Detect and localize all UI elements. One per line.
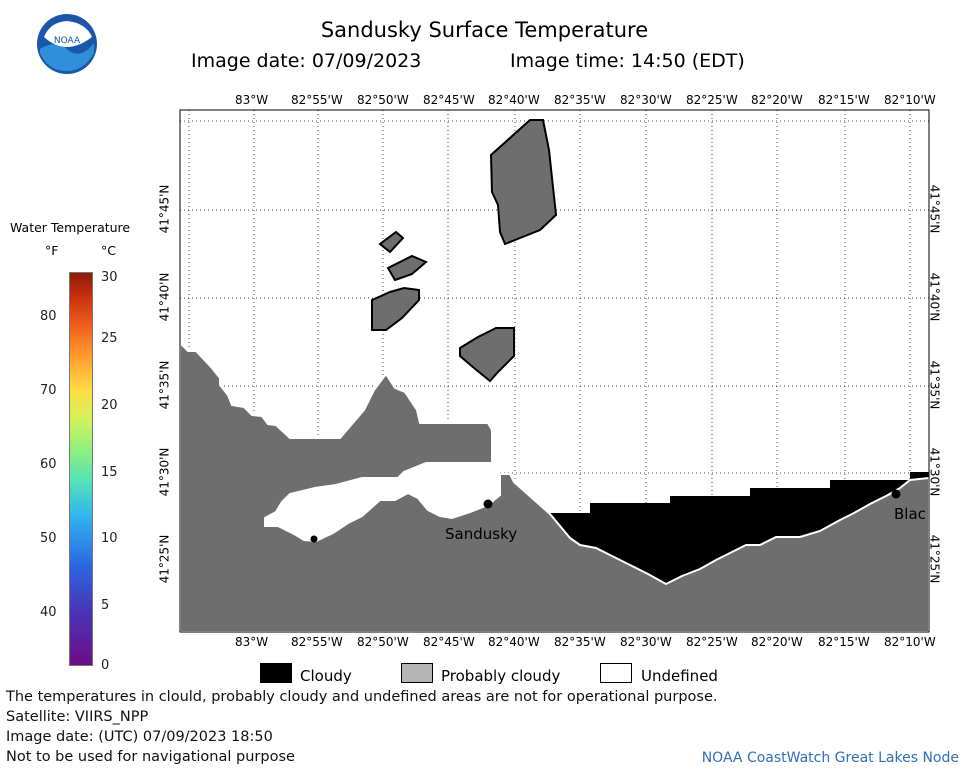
map-frame [179,109,930,633]
unit-fahrenheit: °F [45,243,59,258]
footer-satellite: Satellite: VIIRS_NPP [6,709,149,725]
noaa-logo: NOAA [36,13,98,75]
f-tick: 60 [40,457,57,472]
lon-label-bottom: 82°40'W [488,635,540,649]
lat-label-left: 41°40'N [157,272,172,322]
unit-celsius: °C [101,243,116,258]
c-tick: 15 [101,465,118,480]
island-small-3 [371,286,420,331]
lon-label-top: 82°20'W [751,93,803,107]
lat-label-right: 41°35'N [927,360,942,410]
city-point [310,535,318,543]
f-tick: 40 [40,605,57,620]
credit-link[interactable]: NOAA CoastWatch Great Lakes Node [701,750,959,766]
legend-probably-cloudy-label: Probably cloudy [441,667,561,685]
lon-label-top: 82°30'W [620,93,672,107]
lat-label-right: 41°30'N [927,447,942,497]
legend-cloudy-swatch [260,663,292,683]
lon-label-bottom: 82°55'W [291,635,343,649]
lon-label-top: 82°25'W [686,93,738,107]
f-tick: 70 [40,383,57,398]
c-tick: 5 [101,598,110,613]
lon-label-bottom: 82°30'W [620,635,672,649]
lon-label-top: 82°50'W [357,93,409,107]
lon-label-bottom: 82°50'W [357,635,409,649]
lon-label-top: 82°10'W [884,93,936,107]
place-label-blac: Blac [894,505,926,523]
legend-probably-cloudy-swatch [401,663,433,683]
lon-label-top: 82°35'W [554,93,606,107]
temperature-colorbar [69,272,93,666]
legend-cloudy-label: Cloudy [300,667,352,685]
svg-text:NOAA: NOAA [54,36,81,46]
colorbar-title: Water Temperature [10,220,131,235]
island-middle [459,327,515,383]
lon-label-bottom: 82°25'W [686,635,738,649]
lon-label-bottom: 82°15'W [818,635,870,649]
lat-label-left: 41°35'N [157,360,172,410]
island-small-1 [378,230,405,254]
lon-label-top: 82°45'W [423,93,475,107]
lat-label-left: 41°45'N [157,184,172,234]
lon-label-bottom: 82°10'W [884,635,936,649]
lon-label-bottom: 82°20'W [751,635,803,649]
lat-label-right: 41°40'N [927,272,942,322]
c-tick: 20 [101,398,118,413]
lat-label-left: 41°30'N [157,447,172,497]
map-title: Sandusky Surface Temperature [320,18,649,42]
sandusky-point [483,499,493,509]
lon-label-bottom: 82°35'W [554,635,606,649]
footer-note: The temperatures in clould, probably clo… [6,689,718,705]
f-tick: 50 [40,531,57,546]
lon-label-top: 82°40'W [488,93,540,107]
lon-label-top: 83°W [235,93,269,107]
c-tick: 10 [101,531,118,546]
f-tick: 80 [40,309,57,324]
noaa-logo-icon: NOAA [37,14,97,74]
legend-undefined-label: Undefined [641,667,718,685]
lat-label-right: 41°25'N [927,534,942,584]
blac-point [891,489,901,499]
island-north [489,119,558,246]
place-label-sandusky: Sandusky [445,525,518,543]
c-tick: 0 [101,658,110,673]
lon-label-bottom: 83°W [235,635,269,649]
legend-undefined-swatch [600,663,632,683]
image-time: Image time: 14:50 (EDT) [510,50,745,72]
c-tick: 30 [101,270,118,285]
image-date: Image date: 07/09/2023 [191,50,422,72]
footer-utc-date: Image date: (UTC) 07/09/2023 18:50 [6,729,273,745]
footer-nav-note: Not to be used for navigational purpose [6,749,295,765]
c-tick: 25 [101,331,118,346]
lat-label-right: 41°45'N [927,184,942,234]
lat-label-left: 41°25'N [157,534,172,584]
island-small-2 [386,254,428,282]
lon-label-top: 82°15'W [818,93,870,107]
lon-label-top: 82°55'W [291,93,343,107]
lon-label-bottom: 82°45'W [423,635,475,649]
